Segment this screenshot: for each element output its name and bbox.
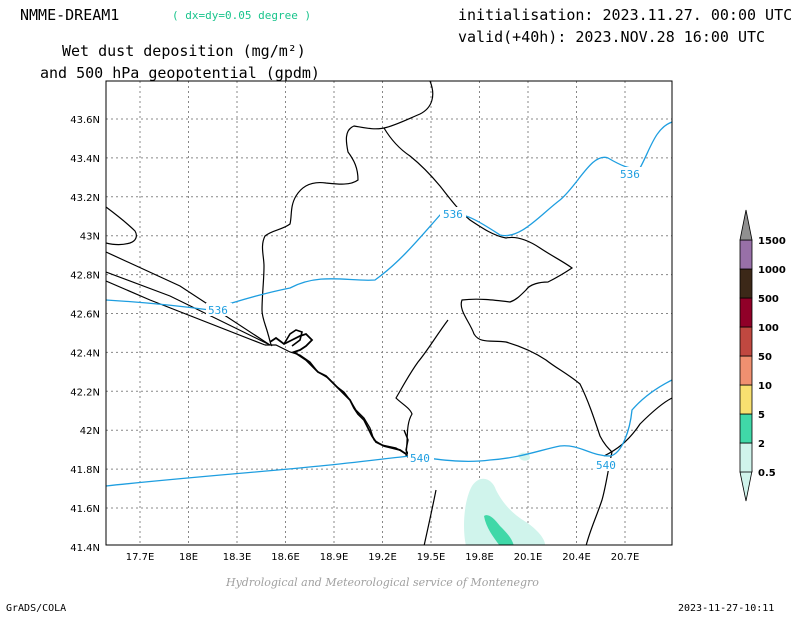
lon-tick-label: 18.6E (271, 552, 300, 563)
colorbar-segment (739, 268, 753, 299)
coastline-bay (283, 329, 303, 347)
contour-label: 536 (208, 304, 228, 317)
lon-tick-label: 18.9E (320, 552, 349, 563)
lon-tick-label: 18.3E (223, 552, 252, 563)
lat-tick-label: 43.4N (70, 154, 100, 165)
dust-shade-medium (484, 515, 514, 545)
lat-tick-label: 42.6N (70, 310, 100, 321)
colorbar-segment (739, 442, 753, 473)
colorbar-label: 10 (758, 381, 772, 392)
colorbar-label: 500 (758, 294, 779, 305)
colorbar-segment (739, 326, 753, 357)
lat-tick-label: 42.4N (70, 348, 100, 359)
dust-shade-light (464, 478, 545, 545)
colorbar-label: 1500 (758, 236, 786, 247)
lat-tick-label: 42.2N (70, 387, 100, 398)
lon-tick-label: 18E (179, 552, 198, 563)
coastline-detail (269, 332, 407, 455)
lon-tick-label: 19.8E (465, 552, 494, 563)
lat-tick-label: 43N (80, 232, 100, 243)
colorbar-end-high (739, 209, 753, 241)
contour-label: 540 (596, 459, 616, 472)
latitude-labels: 43.6N 43.4N 43.2N 43N 42.8N 42.6N 42.4N 42.2N 42… (70, 115, 100, 554)
colorbar-segment (739, 239, 753, 270)
lat-tick-label: 41.4N (70, 543, 100, 554)
colorbar-label: 50 (758, 352, 772, 363)
gridlines (106, 81, 672, 545)
software-label: GrADS/COLA (6, 603, 67, 614)
lon-tick-label: 20.1E (514, 552, 543, 563)
lon-tick-label: 17.7E (126, 552, 155, 563)
lat-tick-label: 42N (80, 426, 100, 437)
colorbar-segment (739, 297, 753, 328)
lat-tick-label: 41.8N (70, 465, 100, 476)
contour-label: 540 (410, 452, 430, 465)
credit-text: Hydrological and Meteorological service … (226, 576, 539, 589)
lat-tick-label: 43.6N (70, 115, 100, 126)
colorbar-label: 100 (758, 323, 779, 334)
colorbar: 0.5 2 5 10 50 100 500 1000 1500 (739, 209, 786, 502)
plot-frame (105, 80, 673, 546)
contour-label: 536 (620, 168, 640, 181)
colorbar-label: 0.5 (758, 468, 776, 479)
resolution-label: ( dx=dy=0.05 degree ) (172, 9, 312, 22)
init-time: initialisation: 2023.11.27. 00:00 UTC (458, 6, 793, 24)
lat-tick-label: 41.6N (70, 504, 100, 515)
timestamp-label: 2023-11-27-10:11 (678, 603, 775, 614)
valid-time: valid(+40h): 2023.NOV.28 16:00 UTC (458, 28, 766, 46)
geopotential-contours (106, 121, 672, 487)
colorbar-label: 5 (758, 410, 765, 421)
lon-tick-label: 20.7E (611, 552, 640, 563)
lon-tick-label: 19.5E (417, 552, 446, 563)
colorbar-segment (739, 355, 753, 386)
model-title: NMME-DREAM1 (20, 6, 120, 24)
lat-tick-label: 42.8N (70, 271, 100, 282)
colorbar-end-low (739, 470, 753, 502)
lon-tick-label: 20.4E (562, 552, 591, 563)
contour-labels: 536 536 536 540 540 (206, 167, 644, 472)
lat-tick-label: 43.2N (70, 193, 100, 204)
colorbar-segment (739, 384, 753, 415)
field-title-line2: and 500 hPa geopotential (gpdm) (40, 64, 320, 82)
field-title-line1: Wet dust deposition (mg/m²) (62, 42, 306, 60)
lon-tick-label: 19.2E (368, 552, 397, 563)
contour-label: 536 (443, 208, 463, 221)
colorbar-label: 2 (758, 439, 765, 450)
longitude-labels: 17.7E 18E 18.3E 18.6E 18.9E 19.2E 19.5E 19.8E 20… (126, 552, 640, 563)
colorbar-segment (739, 413, 753, 444)
colorbar-label: 1000 (758, 265, 786, 276)
